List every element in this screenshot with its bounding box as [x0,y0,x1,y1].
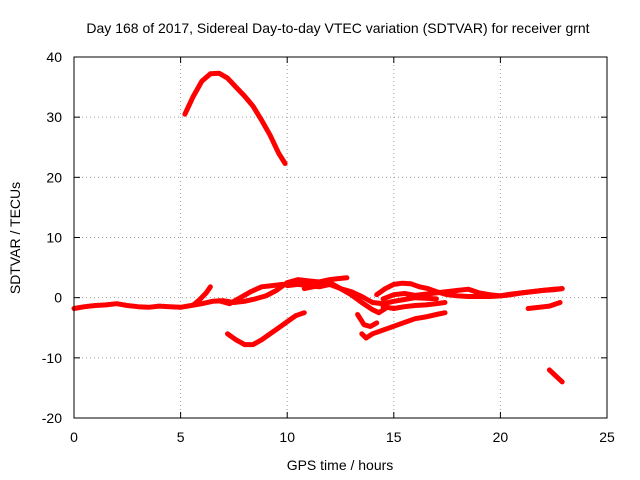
series-tail-21 [525,300,563,311]
y-axis-label: SDTVAR / TECUs [7,182,23,294]
series-lower-15-17 [380,300,448,311]
series-second-rise [216,281,286,307]
ticks: 0 5 10 15 20 25 -20 -10 0 10 20 30 40 [42,49,615,445]
y-tick-label: -20 [42,410,62,426]
series-drop-22 [546,367,565,385]
y-tick-label: 0 [54,290,62,306]
x-tick-label: 5 [177,429,185,445]
plot-frame [73,56,608,419]
chart-title: Day 168 of 2017, Sidereal Day-to-day VTE… [86,20,589,36]
y-tick-label: 10 [46,230,62,246]
y-tick-label: 40 [46,49,62,65]
series-layer [71,70,565,385]
series-baseline-left [71,298,226,311]
y-tick-label: 20 [46,169,62,185]
series-trough-8 [225,310,307,348]
y-tick-label: 30 [46,109,62,125]
x-axis-label: GPS time / hours [287,457,394,473]
x-tick-label: 20 [493,429,509,445]
y-tick-label: -10 [42,350,62,366]
x-tick-label: 15 [386,429,402,445]
grid [74,57,607,418]
series-hook-13 [355,312,380,329]
series-rise-to-10 [220,275,350,305]
series-spike-6 [190,284,213,308]
x-tick-label: 25 [599,429,615,445]
x-tick-label: 0 [70,429,78,445]
series-arc-high [182,70,288,166]
series-band-16-19 [380,286,565,302]
series-dip-13 [359,310,448,341]
series-mid-band-b [301,280,388,316]
x-tick-label: 10 [279,429,295,445]
